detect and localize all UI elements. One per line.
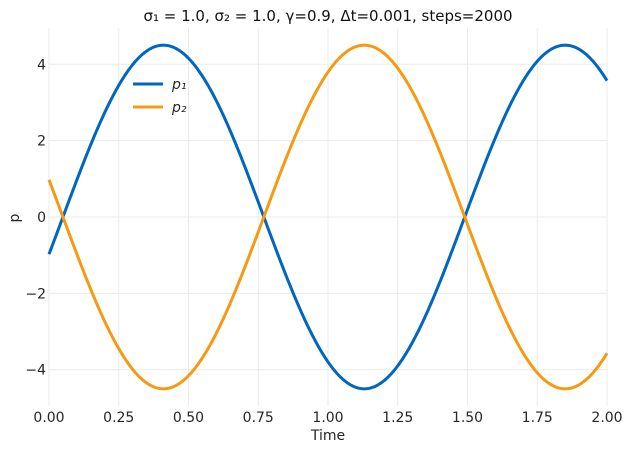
grid-lines <box>48 28 608 406</box>
y-tick-label: −4 <box>25 363 46 379</box>
x-tick-label: 2.00 <box>591 410 622 426</box>
series-line-p2 <box>47 43 609 391</box>
x-tick-label: 1.25 <box>382 410 413 426</box>
y-tick-label: −2 <box>25 286 46 302</box>
legend-label-p1: p₁ <box>171 77 187 93</box>
x-tick-label: 0.50 <box>173 410 204 426</box>
y-tick-label: 2 <box>37 134 46 150</box>
x-tick-label: 0.75 <box>243 410 274 426</box>
legend-label-p2: p₂ <box>171 100 187 116</box>
series-lines <box>47 43 609 391</box>
x-axis-label: Time <box>310 428 345 444</box>
x-tick-label: 0.00 <box>33 410 64 426</box>
x-tick-label: 0.25 <box>103 410 134 426</box>
x-tick-label: 1.75 <box>522 410 553 426</box>
x-tick-label: 1.00 <box>312 410 343 426</box>
x-tick-label: 1.50 <box>452 410 483 426</box>
y-tick-labels: −4 −2 0 2 4 <box>25 57 46 378</box>
chart-title: σ₁ = 1.0, σ₂ = 1.0, γ=0.9, Δt=0.001, ste… <box>143 7 512 25</box>
legend: p₁ p₂ <box>133 77 187 116</box>
x-tick-labels: 0.00 0.25 0.50 0.75 1.00 1.25 1.50 1.75 2.00 <box>33 410 622 426</box>
series-line-p1 <box>47 43 609 391</box>
y-tick-label: 0 <box>37 210 46 226</box>
y-tick-label: 4 <box>37 57 46 73</box>
y-axis-label: p <box>7 213 23 222</box>
